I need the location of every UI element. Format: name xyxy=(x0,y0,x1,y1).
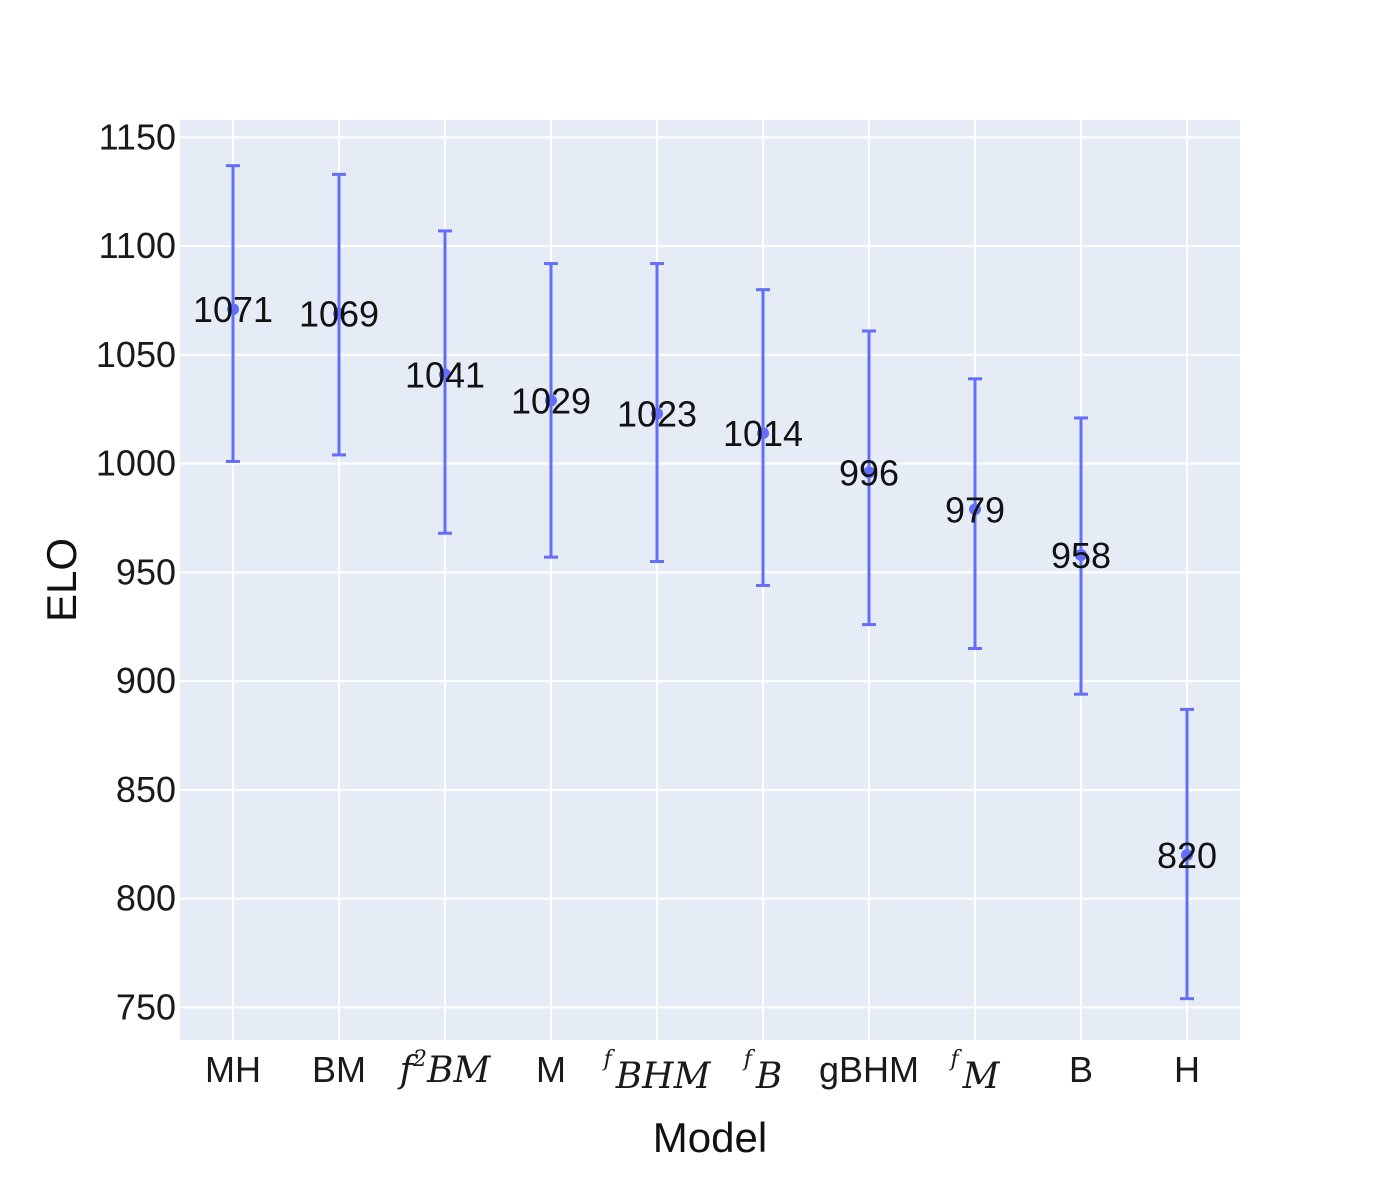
y-axis-title: ELO xyxy=(38,538,85,622)
data-label: 820 xyxy=(1157,835,1217,876)
plot-background xyxy=(180,120,1240,1040)
x-tick-label: f BHM xyxy=(602,1047,712,1097)
data-label: 979 xyxy=(945,489,1005,530)
data-point xyxy=(757,427,769,440)
data-label: 1029 xyxy=(511,381,591,422)
data-point xyxy=(1075,548,1087,561)
y-tick-label: 950 xyxy=(116,551,176,592)
data-point xyxy=(651,407,663,420)
x-tick-label: f2BM xyxy=(397,1047,492,1091)
data-label: 996 xyxy=(839,452,899,493)
data-point xyxy=(333,307,345,320)
x-tick-label: M xyxy=(536,1049,566,1090)
data-label: 1023 xyxy=(617,394,697,435)
data-point xyxy=(227,303,239,316)
data-point xyxy=(863,466,875,479)
y-tick-label: 1050 xyxy=(96,334,176,375)
data-point xyxy=(545,394,557,407)
data-label: 1014 xyxy=(723,413,803,454)
data-points xyxy=(227,303,1193,862)
x-tick-label: BM xyxy=(312,1049,366,1090)
data-labels: 1071 1069 1041 1029 1023 1014 996 979 958 820 xyxy=(193,289,1217,876)
x-axis-title: Model xyxy=(653,1114,767,1161)
data-point xyxy=(1181,849,1193,862)
data-label: 1069 xyxy=(299,294,379,335)
y-tick-labels: 750 800 850 900 950 1000 1050 1100 1150 xyxy=(96,116,176,1027)
y-tick-label: 1150 xyxy=(99,116,176,157)
y-tick-label: 900 xyxy=(116,660,176,701)
x-tick-label: gBHM xyxy=(819,1049,919,1090)
y-tick-label: 1100 xyxy=(99,225,176,266)
y-tick-label: 750 xyxy=(116,986,176,1027)
y-tick-label: 1000 xyxy=(96,443,176,484)
data-label: 958 xyxy=(1051,535,1111,576)
data-point xyxy=(439,368,451,381)
y-gridlines xyxy=(180,136,1240,1009)
x-tick-label: MH xyxy=(205,1049,261,1090)
y-tick-label: 850 xyxy=(116,769,176,810)
x-tick-label: H xyxy=(1174,1049,1200,1090)
error-bar xyxy=(544,262,558,559)
x-tick-label: B xyxy=(1069,1049,1093,1090)
error-bar xyxy=(438,229,452,535)
data-label: 1041 xyxy=(405,354,485,395)
data-label: 1071 xyxy=(193,289,273,330)
data-point xyxy=(969,503,981,516)
y-tick-label: 800 xyxy=(116,878,176,919)
